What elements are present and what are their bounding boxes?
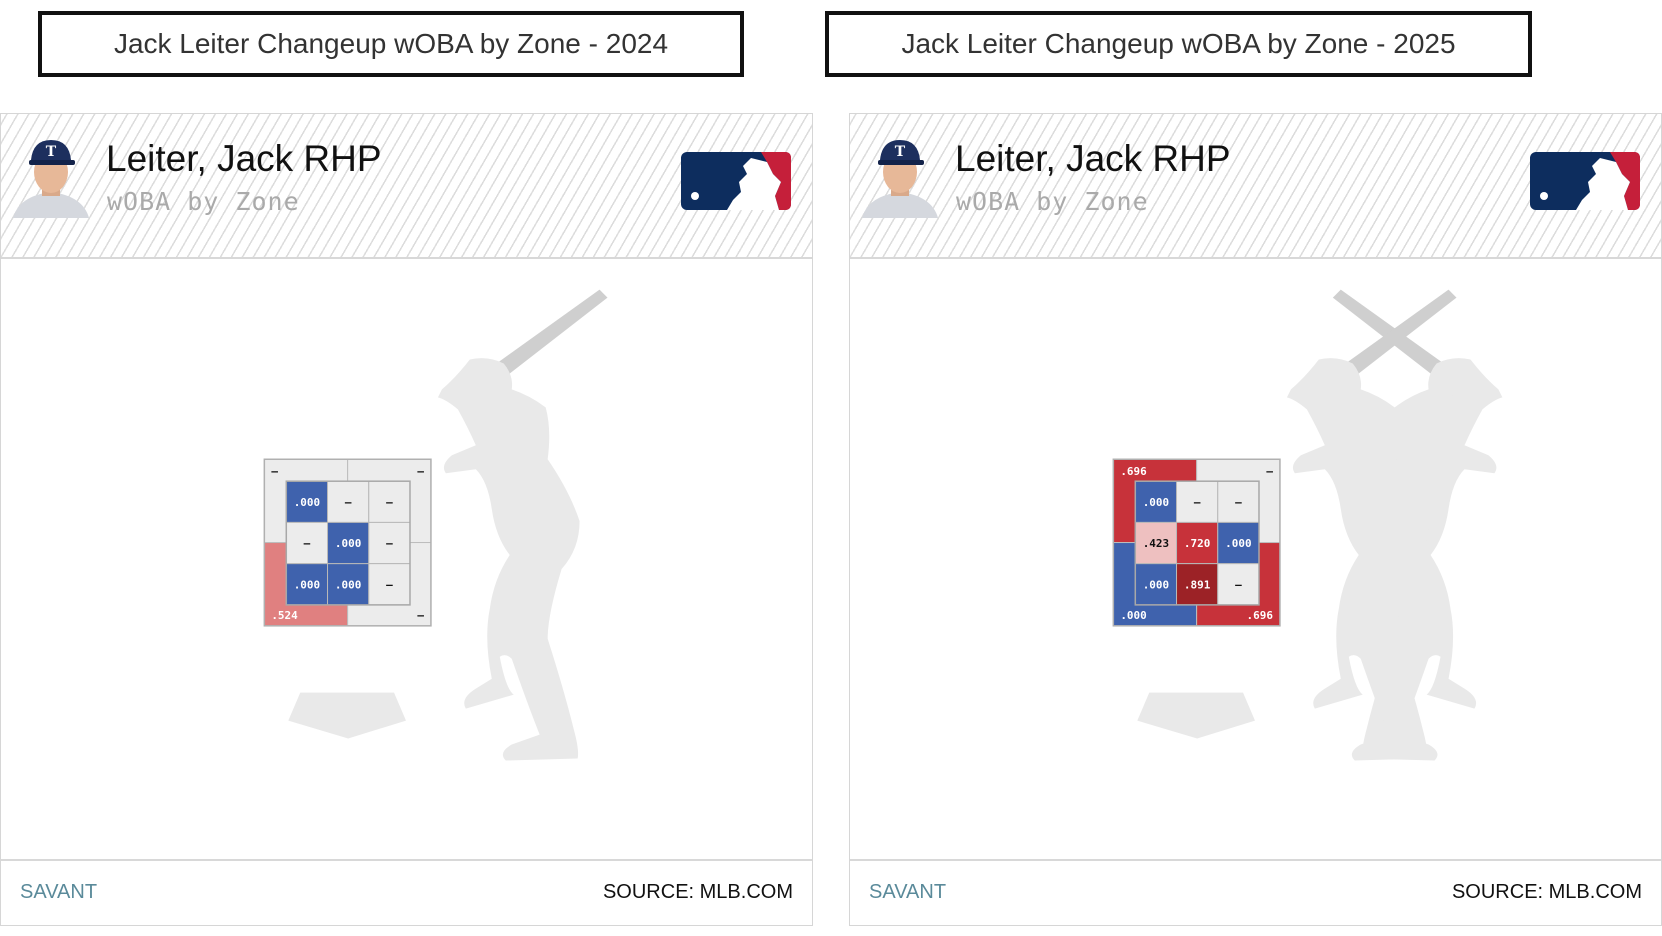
zone-cell-label: – [345,496,352,509]
zone-cell [1134,521,1178,565]
outer-zone-label: – [1266,465,1273,478]
bat-shape [479,289,608,388]
right-batter-silhouette [437,289,608,761]
home-plate-shape [288,692,407,739]
zone-panel-2024: T Leiter, Jack RHP wOBA by Zone – – .524 –.… [0,113,813,926]
savant-link[interactable]: SAVANT [869,881,947,903]
bat-shape [1328,289,1457,388]
panel-header: T Leiter, Jack RHP wOBA by Zone [850,114,1661,259]
zone-panel-2025: T Leiter, Jack RHP wOBA by Zone .696 – .00… [849,113,1662,926]
svg-text:T: T [895,144,906,160]
zone-cell-label: .891 [1184,578,1211,591]
mlb-logo [681,152,791,210]
right-batter-silhouette [1286,289,1457,761]
zone-cell-label: .000 [294,496,320,509]
zone-cell-label: – [386,537,393,550]
zone-cell-label: – [1194,496,1201,509]
zone-cell-label: .000 [1143,578,1169,591]
outer-zone-border [263,458,432,627]
panel-title-2025: Jack Leiter Changeup wOBA by Zone - 2025 [825,11,1532,77]
panel-title-2024: Jack Leiter Changeup wOBA by Zone - 2024 [38,11,744,77]
source-credit: SOURCE: MLB.COM [1451,881,1642,903]
home-plate-shape [1137,692,1256,739]
mlb-logo [1530,152,1640,210]
zone-cell [1217,563,1260,606]
zone-cell [368,480,411,523]
batter-head-shape [1434,359,1471,396]
strike-zone-border [1134,480,1260,606]
outer-zone-border [1112,458,1281,627]
zone-cell [327,521,370,565]
outer-zone-label: – [417,465,424,478]
zone-heatmap: – – .524 – .000 – – – .000 – .000 .000 – [263,458,432,627]
player-name: Leiter, Jack RHP [955,138,1231,179]
outer-zone-label: .000 [1120,609,1146,622]
batter-body-shape [437,358,580,761]
zone-cell [327,563,370,606]
batter-head-shape [1318,359,1355,396]
chart-subtitle: wOBA by Zone [107,187,300,216]
player-name: Leiter, Jack RHP [106,138,382,179]
outer-zone-label: .696 [1247,609,1274,622]
outer-zone-label: – [271,465,278,478]
batter-head-shape [469,359,506,396]
outer-zone-label: .524 [271,609,298,622]
zone-cell-label: .000 [335,537,361,550]
strike-zone-border [285,480,411,606]
svg-text:T: T [46,144,57,160]
zone-cell-label: – [386,496,393,509]
player-headshot: T [13,140,89,218]
outer-zone-label: – [417,609,424,622]
zone-cell-label: .720 [1184,537,1210,550]
zone-cell [368,563,411,606]
strike-zone-chart: – – .524 – .000 – – – .000 – .000 .000 – [263,289,608,761]
batter-body-shape [1286,358,1429,761]
zone-cell [1176,563,1219,606]
zone-cell-label: .000 [1143,496,1169,509]
panel-footer: SAVANT SOURCE: MLB.COM [1,859,812,925]
savant-link[interactable]: SAVANT [20,881,98,903]
zone-cell-label: .000 [1225,537,1251,550]
zone-cell [285,563,329,606]
source-credit: SOURCE: MLB.COM [602,881,793,903]
zone-cell-label: – [386,578,393,591]
zone-cell-label: – [1235,578,1242,591]
zone-cell [1134,563,1178,606]
zone-heatmap: .696 – .000 .696 .000 – – .423 .720 .000 .000 .891 – [1112,458,1281,627]
panel-header: T Leiter, Jack RHP wOBA by Zone [1,114,812,259]
zone-cell [1176,521,1219,565]
strike-zone-chart: .696 – .000 .696 .000 – – .423 .720 .000 .000 .891 – [1112,289,1503,761]
panel-footer: SAVANT SOURCE: MLB.COM [850,859,1661,925]
zone-cell-label: .423 [1143,537,1169,550]
outer-zone-label: .696 [1120,465,1147,478]
chart-subtitle: wOBA by Zone [956,187,1149,216]
zone-cell-label: – [304,537,311,550]
zone-cell-label: – [1235,496,1242,509]
zone-cell-label: .000 [294,578,320,591]
zone-cell-label: .000 [335,578,361,591]
player-headshot: T [862,140,938,218]
